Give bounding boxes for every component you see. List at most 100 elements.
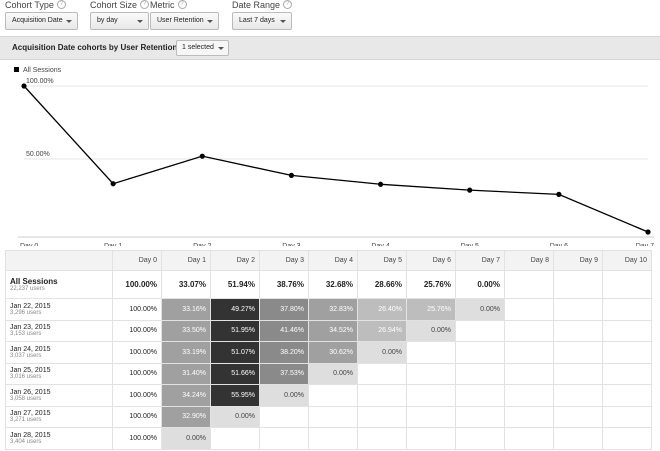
retention-cell: 30.62% bbox=[308, 341, 358, 364]
retention-cell: 0.00% bbox=[210, 405, 260, 428]
empty-cell bbox=[602, 405, 652, 428]
cohort-table: Day 0 Day 1 Day 2 Day 3 Day 4 Day 5 Day 6 Day 7… bbox=[5, 250, 652, 450]
data-point bbox=[377, 181, 384, 187]
column-header: Day 8 bbox=[504, 250, 554, 271]
control-label: Cohort Type? bbox=[5, 0, 78, 11]
data-point bbox=[110, 181, 116, 187]
row-users: 3,016 users bbox=[10, 374, 42, 381]
row-label-text: Jan 27, 2015 bbox=[10, 410, 51, 418]
y-tick-label: 50.00% bbox=[26, 151, 50, 158]
control-label-text: Metric bbox=[150, 0, 175, 10]
retention-cell: 0.00% bbox=[308, 362, 358, 385]
row-users: 3,296 users bbox=[10, 309, 42, 316]
empty-cell bbox=[553, 405, 603, 428]
empty-cell bbox=[553, 270, 603, 299]
row-label: All Sessions 22,237 users bbox=[5, 270, 113, 299]
retention-cell: 33.50% bbox=[161, 319, 211, 342]
empty-cell bbox=[455, 362, 505, 385]
empty-cell bbox=[357, 384, 407, 407]
retention-cell: 0.00% bbox=[357, 341, 407, 364]
retention-cell: 38.20% bbox=[259, 341, 309, 364]
empty-cell bbox=[553, 298, 603, 321]
retention-cell: 26.94% bbox=[357, 319, 407, 342]
retention-cell: 51.95% bbox=[210, 319, 260, 342]
column-header: Day 10 bbox=[602, 250, 652, 271]
row-label: Jan 23, 2015 3,153 users bbox=[5, 319, 113, 342]
retention-cell: 41.46% bbox=[259, 319, 309, 342]
column-header: Day 9 bbox=[553, 250, 603, 271]
x-tick-label: Day 4 bbox=[371, 243, 389, 246]
retention-cell: 100.00% bbox=[112, 427, 162, 450]
row-users: 3,058 users bbox=[10, 395, 42, 402]
column-header: Day 3 bbox=[259, 250, 309, 271]
control-label-text: Cohort Type bbox=[5, 0, 54, 10]
cohort-row: Jan 26, 2015 3,058 users 100.00% 34.24% 55.9… bbox=[5, 384, 652, 407]
empty-cell bbox=[308, 384, 358, 407]
row-users: 3,404 users bbox=[10, 438, 42, 445]
cohort-row: Jan 28, 2015 3,404 users 100.00% 0.00% bbox=[5, 427, 652, 450]
empty-cell bbox=[308, 427, 358, 450]
empty-cell bbox=[553, 362, 603, 385]
retention-cell: 37.80% bbox=[259, 298, 309, 321]
data-point bbox=[288, 172, 295, 179]
empty-cell bbox=[210, 427, 260, 450]
retention-cell: 25.76% bbox=[406, 298, 456, 321]
cohort-row: Jan 23, 2015 3,153 users 100.00% 33.50% 51.9… bbox=[5, 319, 652, 342]
data-point bbox=[21, 83, 27, 89]
total-row: All Sessions 22,237 users 100.00% 33.07% 51.… bbox=[5, 270, 652, 299]
retention-cell: 31.40% bbox=[161, 362, 211, 385]
control: Date Range? Last 7 days bbox=[232, 0, 293, 30]
cohort-row: Jan 24, 2015 3,037 users 100.00% 33.19% 51.0… bbox=[5, 341, 652, 364]
row-users: 3,153 users bbox=[10, 331, 42, 338]
column-header: Day 5 bbox=[357, 250, 407, 271]
retention-cell: 32.68% bbox=[308, 270, 358, 299]
data-point bbox=[556, 191, 562, 197]
empty-cell bbox=[504, 427, 554, 450]
legend-label: All Sessions bbox=[23, 67, 62, 74]
retention-cell: 38.76% bbox=[259, 270, 309, 299]
empty-cell bbox=[357, 362, 407, 385]
empty-cell bbox=[553, 319, 603, 342]
empty-cell bbox=[602, 270, 652, 299]
row-users: 3,037 users bbox=[10, 352, 42, 359]
retention-cell: 26.40% bbox=[357, 298, 407, 321]
empty-cell bbox=[259, 427, 309, 450]
empty-cell bbox=[504, 298, 554, 321]
retention-cell: 100.00% bbox=[112, 362, 162, 385]
retention-cell: 34.24% bbox=[161, 384, 211, 407]
empty-cell bbox=[553, 341, 603, 364]
retention-cell: 37.53% bbox=[259, 362, 309, 385]
series-selector[interactable]: 1 selected bbox=[176, 40, 229, 56]
retention-cell: 0.00% bbox=[455, 270, 505, 299]
empty-cell bbox=[357, 427, 407, 450]
dropdown[interactable]: Acquisition Date bbox=[5, 12, 78, 30]
empty-cell bbox=[406, 405, 456, 428]
row-label: Jan 22, 2015 3,296 users bbox=[5, 298, 113, 321]
x-tick-label: Day 0 bbox=[20, 243, 38, 246]
dropdown[interactable]: User Retention bbox=[150, 12, 219, 30]
empty-cell bbox=[553, 427, 603, 450]
cohort-row: Jan 25, 2015 3,016 users 100.00% 31.40% 51.6… bbox=[5, 362, 652, 385]
panel-title: Acquisition Date cohorts by User Retenti… bbox=[12, 43, 178, 52]
retention-cell: 33.07% bbox=[161, 270, 211, 299]
x-tick-label: Day 6 bbox=[550, 243, 568, 246]
retention-cell: 0.00% bbox=[455, 298, 505, 321]
control: Metric? User Retention bbox=[150, 0, 219, 30]
retention-cell: 0.00% bbox=[161, 427, 211, 450]
help-icon: ? bbox=[283, 0, 293, 9]
x-tick-label: Day 7 bbox=[636, 243, 654, 246]
retention-cell: 51.07% bbox=[210, 341, 260, 364]
control-label-text: Cohort Size bbox=[90, 0, 138, 10]
data-point bbox=[645, 229, 651, 235]
dropdown[interactable]: Last 7 days bbox=[232, 12, 293, 30]
empty-cell bbox=[504, 384, 554, 407]
empty-cell bbox=[602, 427, 652, 450]
series-line bbox=[23, 85, 649, 233]
dropdown[interactable]: by day bbox=[90, 12, 150, 30]
empty-cell bbox=[406, 341, 456, 364]
column-header: Day 6 bbox=[406, 250, 456, 271]
x-tick-label: Day 2 bbox=[193, 243, 211, 246]
row-label-text: Jan 22, 2015 bbox=[10, 302, 51, 310]
row-label: Jan 26, 2015 3,058 users bbox=[5, 384, 113, 407]
